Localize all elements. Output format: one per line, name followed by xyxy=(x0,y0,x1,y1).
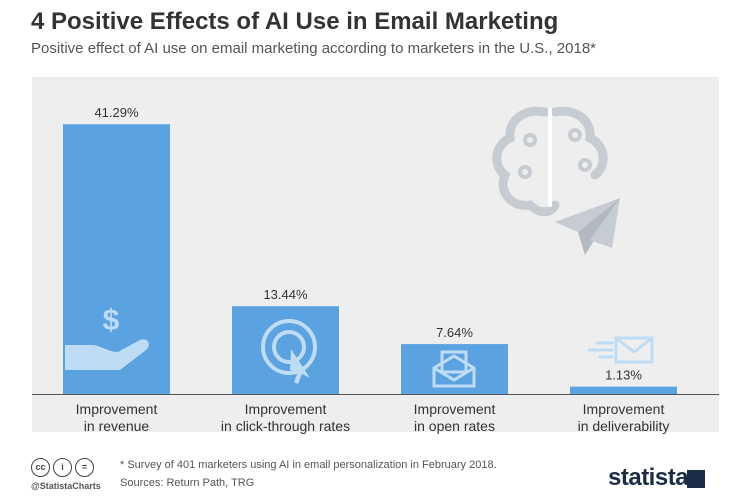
survey-note: * Survey of 401 marketers using AI in em… xyxy=(120,459,497,471)
category-label-4-line-2: in deliverability xyxy=(578,418,670,434)
no-derivatives-icon: = xyxy=(75,458,94,477)
category-label-4-line-1: Improvement xyxy=(583,401,665,417)
social-handle[interactable]: @StatistaCharts xyxy=(31,481,101,491)
chart-title: 4 Positive Effects of AI Use in Email Ma… xyxy=(31,8,559,35)
statista-logo-mark xyxy=(687,470,705,488)
paper-plane-icon xyxy=(555,198,620,255)
bar-icons-layer: $ xyxy=(65,304,654,388)
category-label-1-line-2: in revenue xyxy=(84,418,150,434)
value-label-3: 7.64% xyxy=(436,325,473,340)
bar-4 xyxy=(570,386,677,394)
value-label-2: 13.44% xyxy=(263,287,308,302)
category-label-2-line-1: Improvement xyxy=(245,401,327,417)
category-label-2-line-2: in click-through rates xyxy=(221,418,350,434)
brain-paperplane-illustration xyxy=(492,106,608,217)
category-label-3-line-2: in open rates xyxy=(414,418,495,434)
click-cursor-icon xyxy=(261,319,317,384)
chart-subtitle: Positive effect of AI use on email marke… xyxy=(31,40,597,57)
open-envelope-icon xyxy=(432,350,476,388)
value-label-4: 1.13% xyxy=(605,368,642,383)
value-label-1: 41.29% xyxy=(94,105,139,120)
category-label-3-line-1: Improvement xyxy=(414,401,496,417)
source-text: Sources: Return Path, TRG xyxy=(120,477,255,489)
fast-envelope-icon xyxy=(587,336,654,364)
statista-logo[interactable]: statista xyxy=(608,464,689,491)
license-icons: cc i = xyxy=(31,457,97,477)
attribution-icon: i xyxy=(53,458,72,477)
category-label-1-line-1: Improvement xyxy=(76,401,158,417)
money-hand-icon: $ xyxy=(65,304,149,370)
bars-layer xyxy=(63,124,677,394)
x-axis-line xyxy=(32,394,719,395)
cc-icon: cc xyxy=(31,458,50,477)
svg-text:$: $ xyxy=(103,304,120,337)
